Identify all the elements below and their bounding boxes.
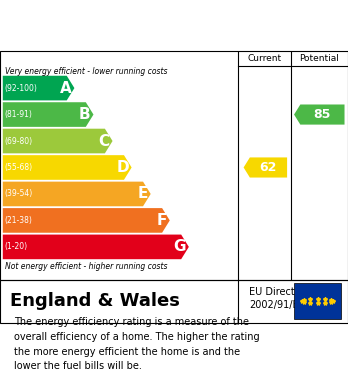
- Polygon shape: [3, 182, 151, 206]
- Text: G: G: [174, 239, 186, 255]
- Polygon shape: [294, 104, 345, 125]
- Text: (21-38): (21-38): [5, 216, 32, 225]
- Polygon shape: [3, 208, 170, 233]
- Text: B: B: [79, 107, 91, 122]
- Text: 62: 62: [260, 161, 277, 174]
- Text: EU Directive
2002/91/EC: EU Directive 2002/91/EC: [249, 287, 309, 310]
- Text: 85: 85: [314, 108, 331, 121]
- Polygon shape: [3, 235, 189, 259]
- Text: Energy Efficiency Rating: Energy Efficiency Rating: [14, 18, 224, 33]
- Text: (69-80): (69-80): [5, 136, 33, 145]
- Text: A: A: [60, 81, 72, 95]
- Text: (55-68): (55-68): [5, 163, 33, 172]
- Text: (81-91): (81-91): [5, 110, 32, 119]
- Text: Not energy efficient - higher running costs: Not energy efficient - higher running co…: [5, 262, 168, 271]
- Text: Potential: Potential: [299, 54, 339, 63]
- Text: Very energy efficient - lower running costs: Very energy efficient - lower running co…: [5, 67, 168, 76]
- Text: (92-100): (92-100): [5, 84, 37, 93]
- Text: England & Wales: England & Wales: [10, 292, 180, 310]
- Text: F: F: [157, 213, 167, 228]
- Text: Current: Current: [247, 54, 282, 63]
- Text: The energy efficiency rating is a measure of the
overall efficiency of a home. T: The energy efficiency rating is a measur…: [14, 317, 260, 371]
- Text: (39-54): (39-54): [5, 190, 33, 199]
- Polygon shape: [3, 76, 74, 100]
- Text: C: C: [98, 133, 110, 149]
- Text: E: E: [137, 187, 148, 201]
- Polygon shape: [3, 129, 112, 153]
- Text: (1-20): (1-20): [5, 242, 27, 251]
- Bar: [294, 283, 341, 319]
- Text: D: D: [116, 160, 129, 175]
- Polygon shape: [3, 102, 94, 127]
- Polygon shape: [3, 155, 132, 180]
- Polygon shape: [244, 158, 287, 178]
